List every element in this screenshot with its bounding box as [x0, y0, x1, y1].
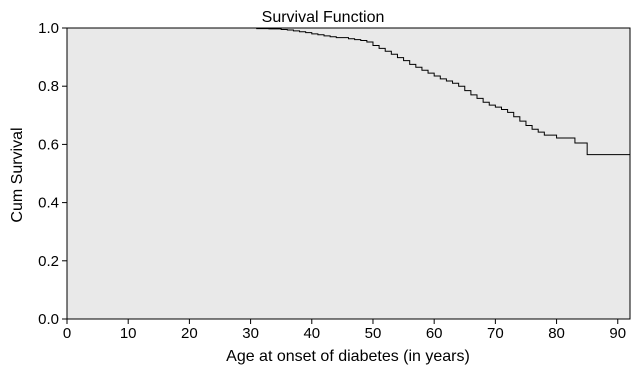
y-axis: 0.0 0.2 0.4 0.6 0.8 1.0 — [38, 20, 67, 328]
x-tick-label: 70 — [487, 325, 504, 342]
y-axis-title: Cum Survival — [9, 127, 26, 222]
x-tick-label: 80 — [548, 325, 565, 342]
x-tick-label: 0 — [63, 325, 71, 342]
x-axis-title: Age at onset of diabetes (in years) — [226, 348, 470, 365]
x-tick-label: 20 — [181, 325, 198, 342]
plot-area — [66, 27, 631, 320]
x-tick-label: 40 — [303, 325, 320, 342]
y-tick-label: 0.0 — [38, 311, 59, 328]
y-tick-label: 0.8 — [38, 78, 59, 95]
x-tick-label: 50 — [365, 325, 382, 342]
x-tick-label: 90 — [609, 325, 626, 342]
x-tick-label: 10 — [120, 325, 137, 342]
y-tick-label: 0.4 — [38, 195, 59, 212]
x-axis: 0 10 20 30 40 50 60 70 80 90 — [63, 319, 626, 342]
x-tick-label: 60 — [426, 325, 443, 342]
survival-step-line — [226, 27, 630, 156]
y-tick-label: 0.2 — [38, 253, 59, 270]
chart-title: Survival Function — [262, 9, 385, 26]
y-tick-label: 1.0 — [38, 20, 59, 37]
y-tick-label: 0.6 — [38, 136, 59, 153]
x-tick-label: 30 — [242, 325, 259, 342]
